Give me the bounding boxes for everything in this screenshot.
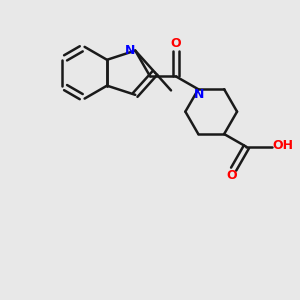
Text: O: O xyxy=(226,169,237,182)
Text: O: O xyxy=(171,37,181,50)
Text: N: N xyxy=(194,88,204,101)
Text: N: N xyxy=(125,44,135,57)
Text: OH: OH xyxy=(272,139,293,152)
